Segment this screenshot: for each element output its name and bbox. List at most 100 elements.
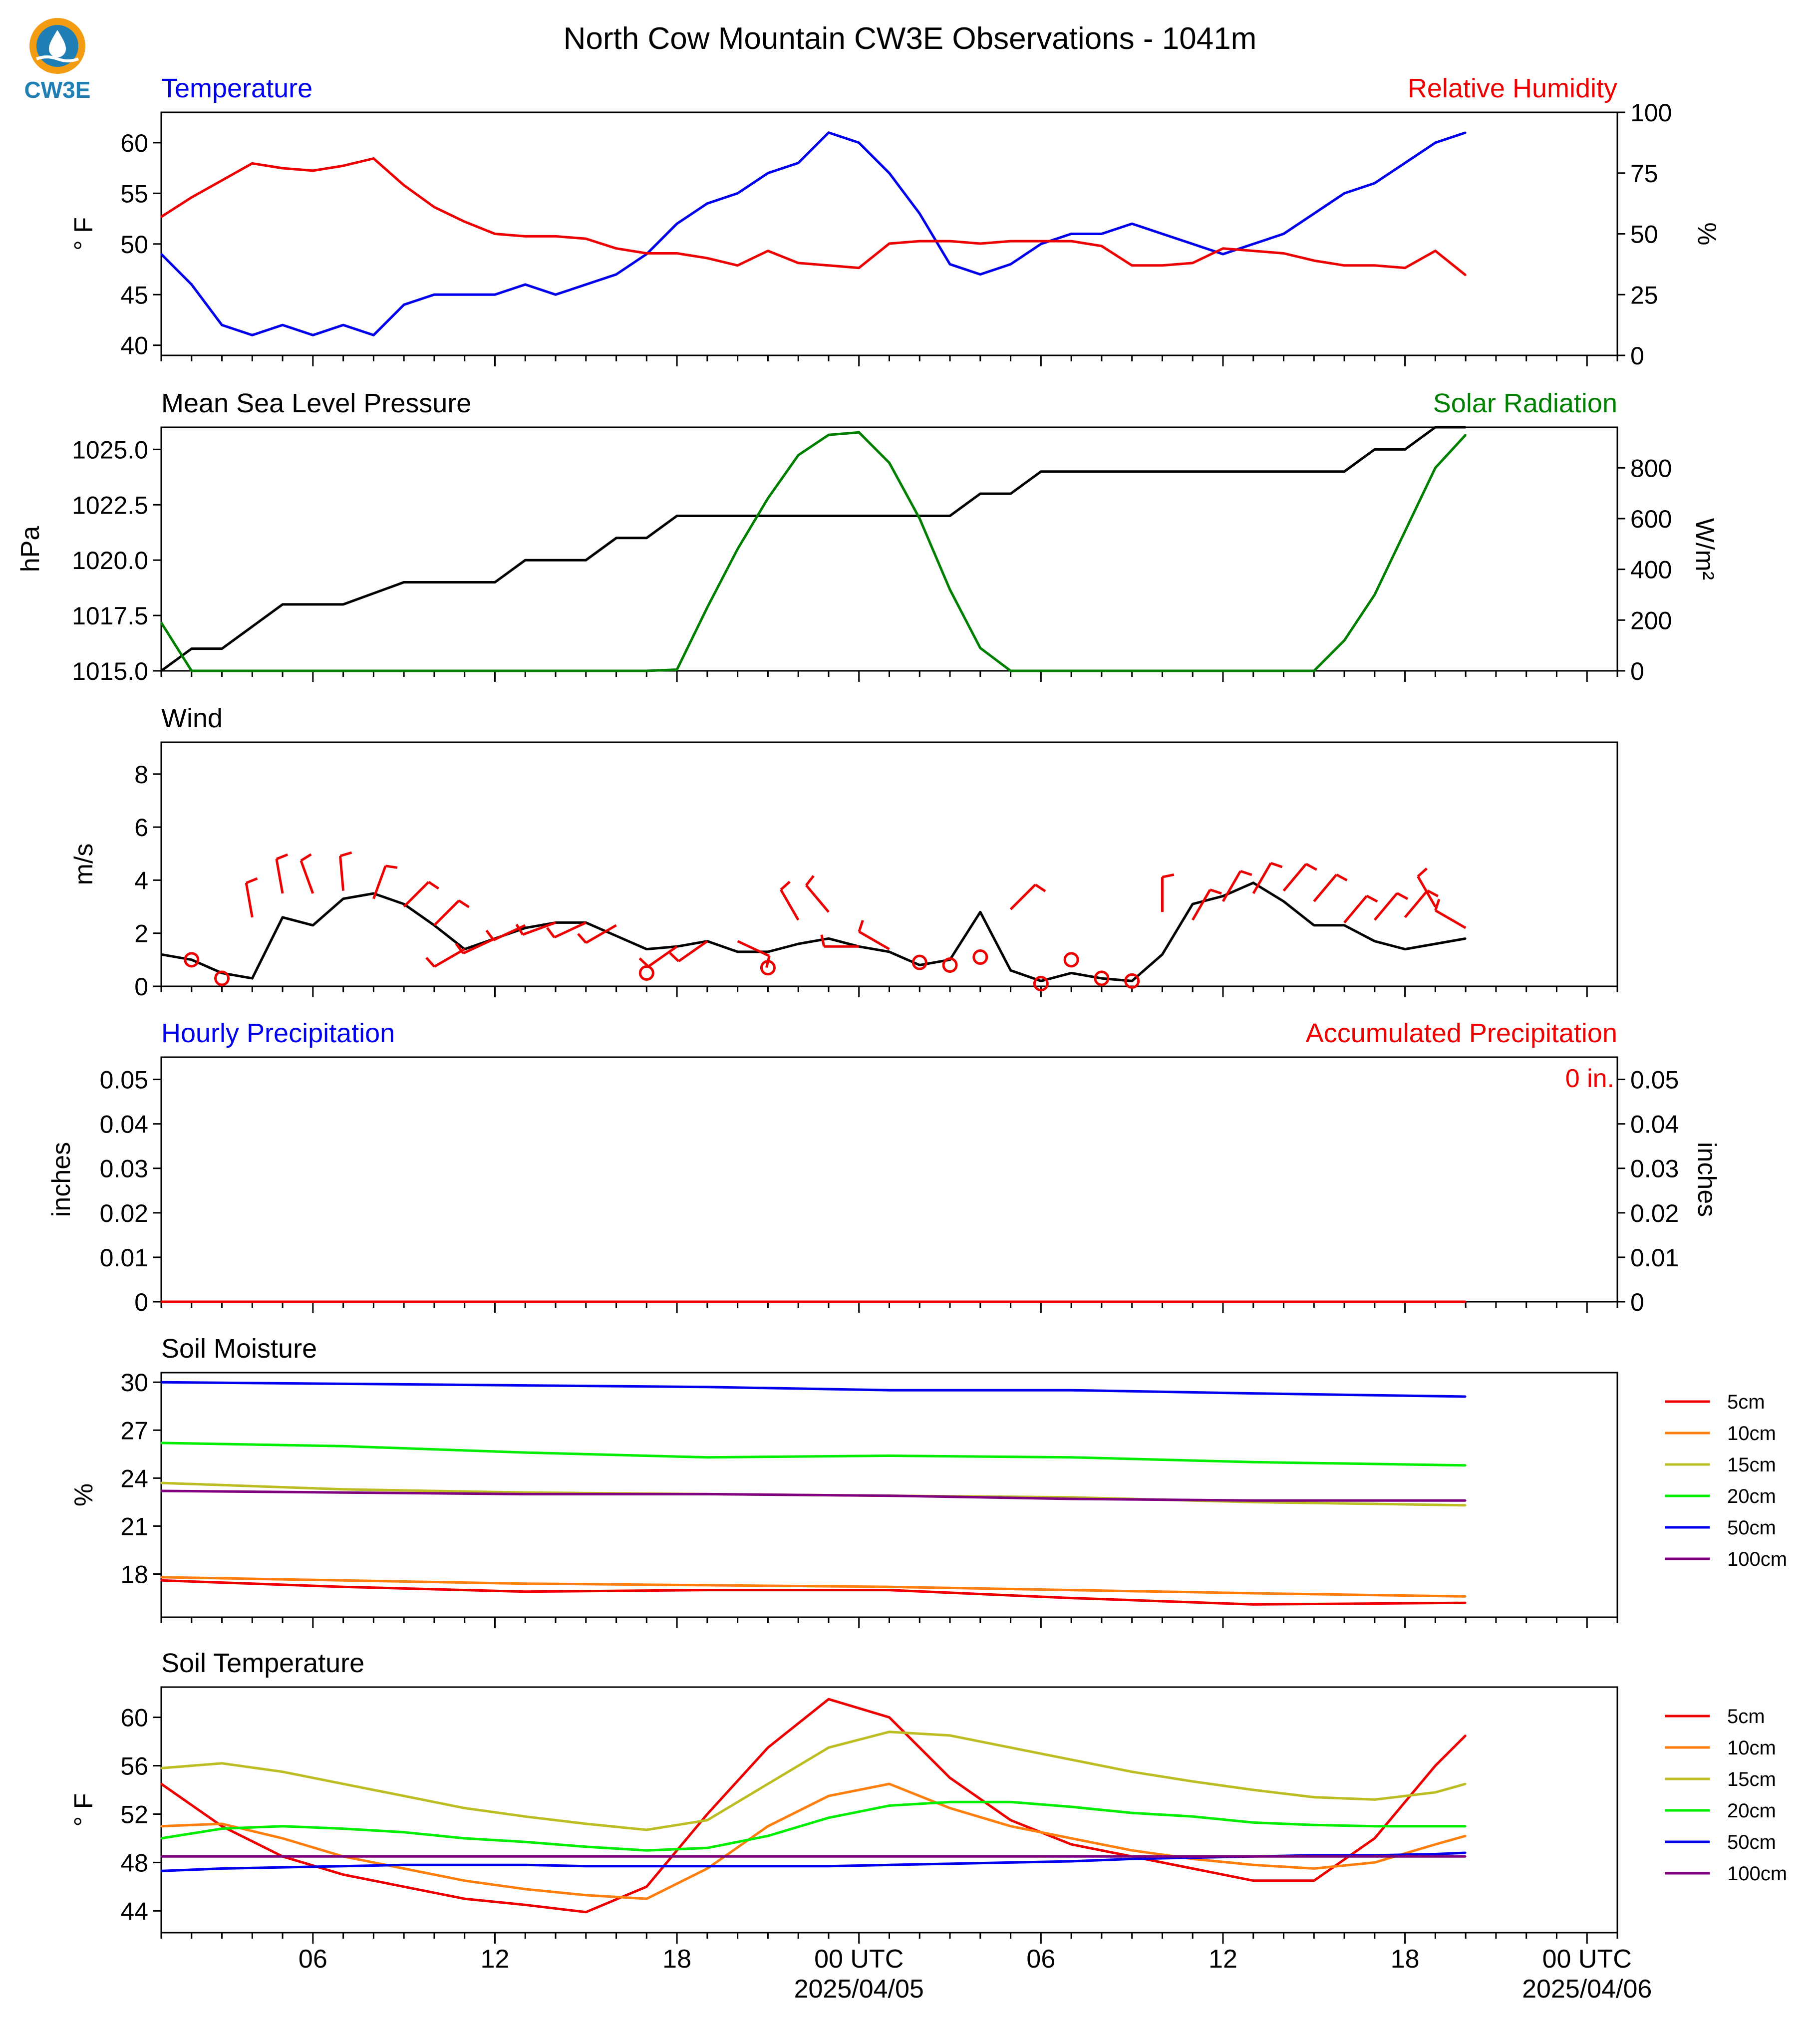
series-mean-sea-level-pressure-point xyxy=(494,581,496,583)
y2-tick-label: 0.01 xyxy=(1630,1244,1679,1272)
y2-tick-label: 0.05 xyxy=(1630,1066,1679,1094)
series-15cm-point xyxy=(1192,1780,1194,1782)
series-20cm-point xyxy=(1131,1812,1133,1814)
series-5cm-point xyxy=(464,1898,466,1900)
series-15cm-point xyxy=(464,1807,466,1809)
series-solar-radiation-point xyxy=(706,606,708,608)
series-solar-radiation-point xyxy=(1374,594,1376,595)
series-50cm-point xyxy=(585,1865,587,1867)
series-relative-humidity-point xyxy=(494,233,496,235)
series-relative-humidity-point xyxy=(1343,265,1345,267)
series-50cm-point xyxy=(889,1864,890,1866)
series-solar-radiation-point xyxy=(1343,639,1345,641)
legend-label: 20cm xyxy=(1727,1485,1776,1507)
series-10cm-point xyxy=(1070,1589,1072,1591)
wind-barb-calm xyxy=(760,960,776,976)
legend-label: 10cm xyxy=(1727,1423,1776,1445)
series-wind-speed-point xyxy=(828,937,830,939)
series-100cm-point xyxy=(1192,1855,1194,1857)
series-temperature-point xyxy=(494,293,496,295)
wind-barb-flag xyxy=(1210,888,1222,895)
series-100cm-point xyxy=(1465,1855,1467,1857)
series-mean-sea-level-pressure-point xyxy=(1374,448,1376,450)
series-wind-speed-point xyxy=(160,953,162,955)
series-mean-sea-level-pressure xyxy=(160,426,1466,672)
series-10cm-point xyxy=(1465,1595,1467,1597)
series-temperature-point xyxy=(737,192,739,194)
series-10cm-point xyxy=(1010,1825,1012,1827)
series-solar-radiation-point xyxy=(221,670,223,672)
series-wind-speed-point xyxy=(1404,948,1406,950)
series-5cm-point xyxy=(767,1746,769,1748)
y-tick-label: 24 xyxy=(120,1464,148,1492)
logo-wave-icon xyxy=(35,55,79,62)
series-5cm-point xyxy=(706,1813,708,1815)
series-mean-sea-level-pressure-point xyxy=(676,515,678,517)
series-temperature-point xyxy=(918,213,920,215)
wind-barb xyxy=(585,924,617,944)
series-5cm-point xyxy=(585,1911,587,1913)
series-50cm-point xyxy=(889,1389,890,1391)
wind-barb-flag xyxy=(515,923,524,935)
series-wind-speed-point xyxy=(1010,969,1012,971)
series-relative-humidity-point xyxy=(1040,240,1042,242)
wind-barb-calm xyxy=(972,949,988,965)
series-wind-speed-point xyxy=(1161,953,1163,955)
legend-label: 5cm xyxy=(1727,1706,1765,1728)
series-15cm-point xyxy=(342,1488,344,1490)
series-wind-speed-point xyxy=(251,977,253,979)
series-solar-radiation-point xyxy=(282,670,284,672)
wind-barb-flag xyxy=(1336,873,1348,881)
series-20cm-point xyxy=(706,1456,708,1458)
wind-barb-flag xyxy=(1305,863,1317,871)
wind-barb-flag xyxy=(458,899,470,908)
series-5cm-point xyxy=(706,1589,708,1591)
series-5cm-point xyxy=(645,1886,647,1888)
series-solar-radiation-point xyxy=(1101,670,1103,672)
wind-barb-flag xyxy=(669,952,680,962)
series-wind-speed-point xyxy=(615,935,617,937)
series-solar-radiation-point xyxy=(889,462,890,464)
series-solar-radiation-point xyxy=(1192,670,1194,672)
series-10cm-point xyxy=(221,1823,223,1825)
wind-barb-flag xyxy=(820,934,826,947)
wind-barb-flag xyxy=(428,880,440,890)
series-wind-speed-point xyxy=(1434,943,1436,945)
y-tick-label: 0.04 xyxy=(100,1111,148,1139)
logo-drop-icon xyxy=(49,30,66,57)
series-mean-sea-level-pressure-point xyxy=(433,581,435,583)
wind-barb-flag xyxy=(339,851,352,858)
series-solar-radiation-point xyxy=(1131,670,1133,672)
series-mean-sea-level-pressure-point xyxy=(555,559,557,561)
series-mean-sea-level-pressure-point xyxy=(889,515,890,517)
wind-barb xyxy=(1373,892,1398,921)
series-10cm-point xyxy=(464,1880,466,1882)
y2-tick-label: 0 xyxy=(1630,1288,1644,1316)
y-axis-label: ° F xyxy=(69,217,98,251)
series-solar-radiation-point xyxy=(828,434,830,436)
y-tick-label: 6 xyxy=(134,814,148,842)
wind-barb xyxy=(339,856,345,891)
wind-barb xyxy=(300,860,314,894)
series-solar-radiation-point xyxy=(1434,467,1436,469)
y-tick-label: 1020.0 xyxy=(72,547,148,575)
series-temperature-point xyxy=(676,223,678,225)
series-50cm-point xyxy=(767,1865,769,1867)
series-100cm-point xyxy=(706,1855,708,1857)
series-50cm-point xyxy=(1465,1852,1467,1854)
y-axis-label: m/s xyxy=(69,844,98,885)
wind-barb-flag xyxy=(780,880,791,891)
series-wind-speed-point xyxy=(889,951,890,953)
series-mean-sea-level-pressure-point xyxy=(797,515,799,517)
series-5cm-point xyxy=(889,1717,890,1719)
series-50cm-point xyxy=(221,1868,223,1869)
series-solar-radiation-point xyxy=(1404,530,1406,532)
series-wind-speed-point xyxy=(1070,972,1072,974)
series-relative-humidity-point xyxy=(1374,265,1376,267)
series-temperature-point xyxy=(221,324,223,326)
series-relative-humidity-point xyxy=(312,170,314,172)
series-solar-radiation-point xyxy=(1040,670,1042,672)
series-temperature-point xyxy=(251,334,253,336)
series-50cm-point xyxy=(342,1383,344,1385)
series-20cm-point xyxy=(282,1825,284,1827)
